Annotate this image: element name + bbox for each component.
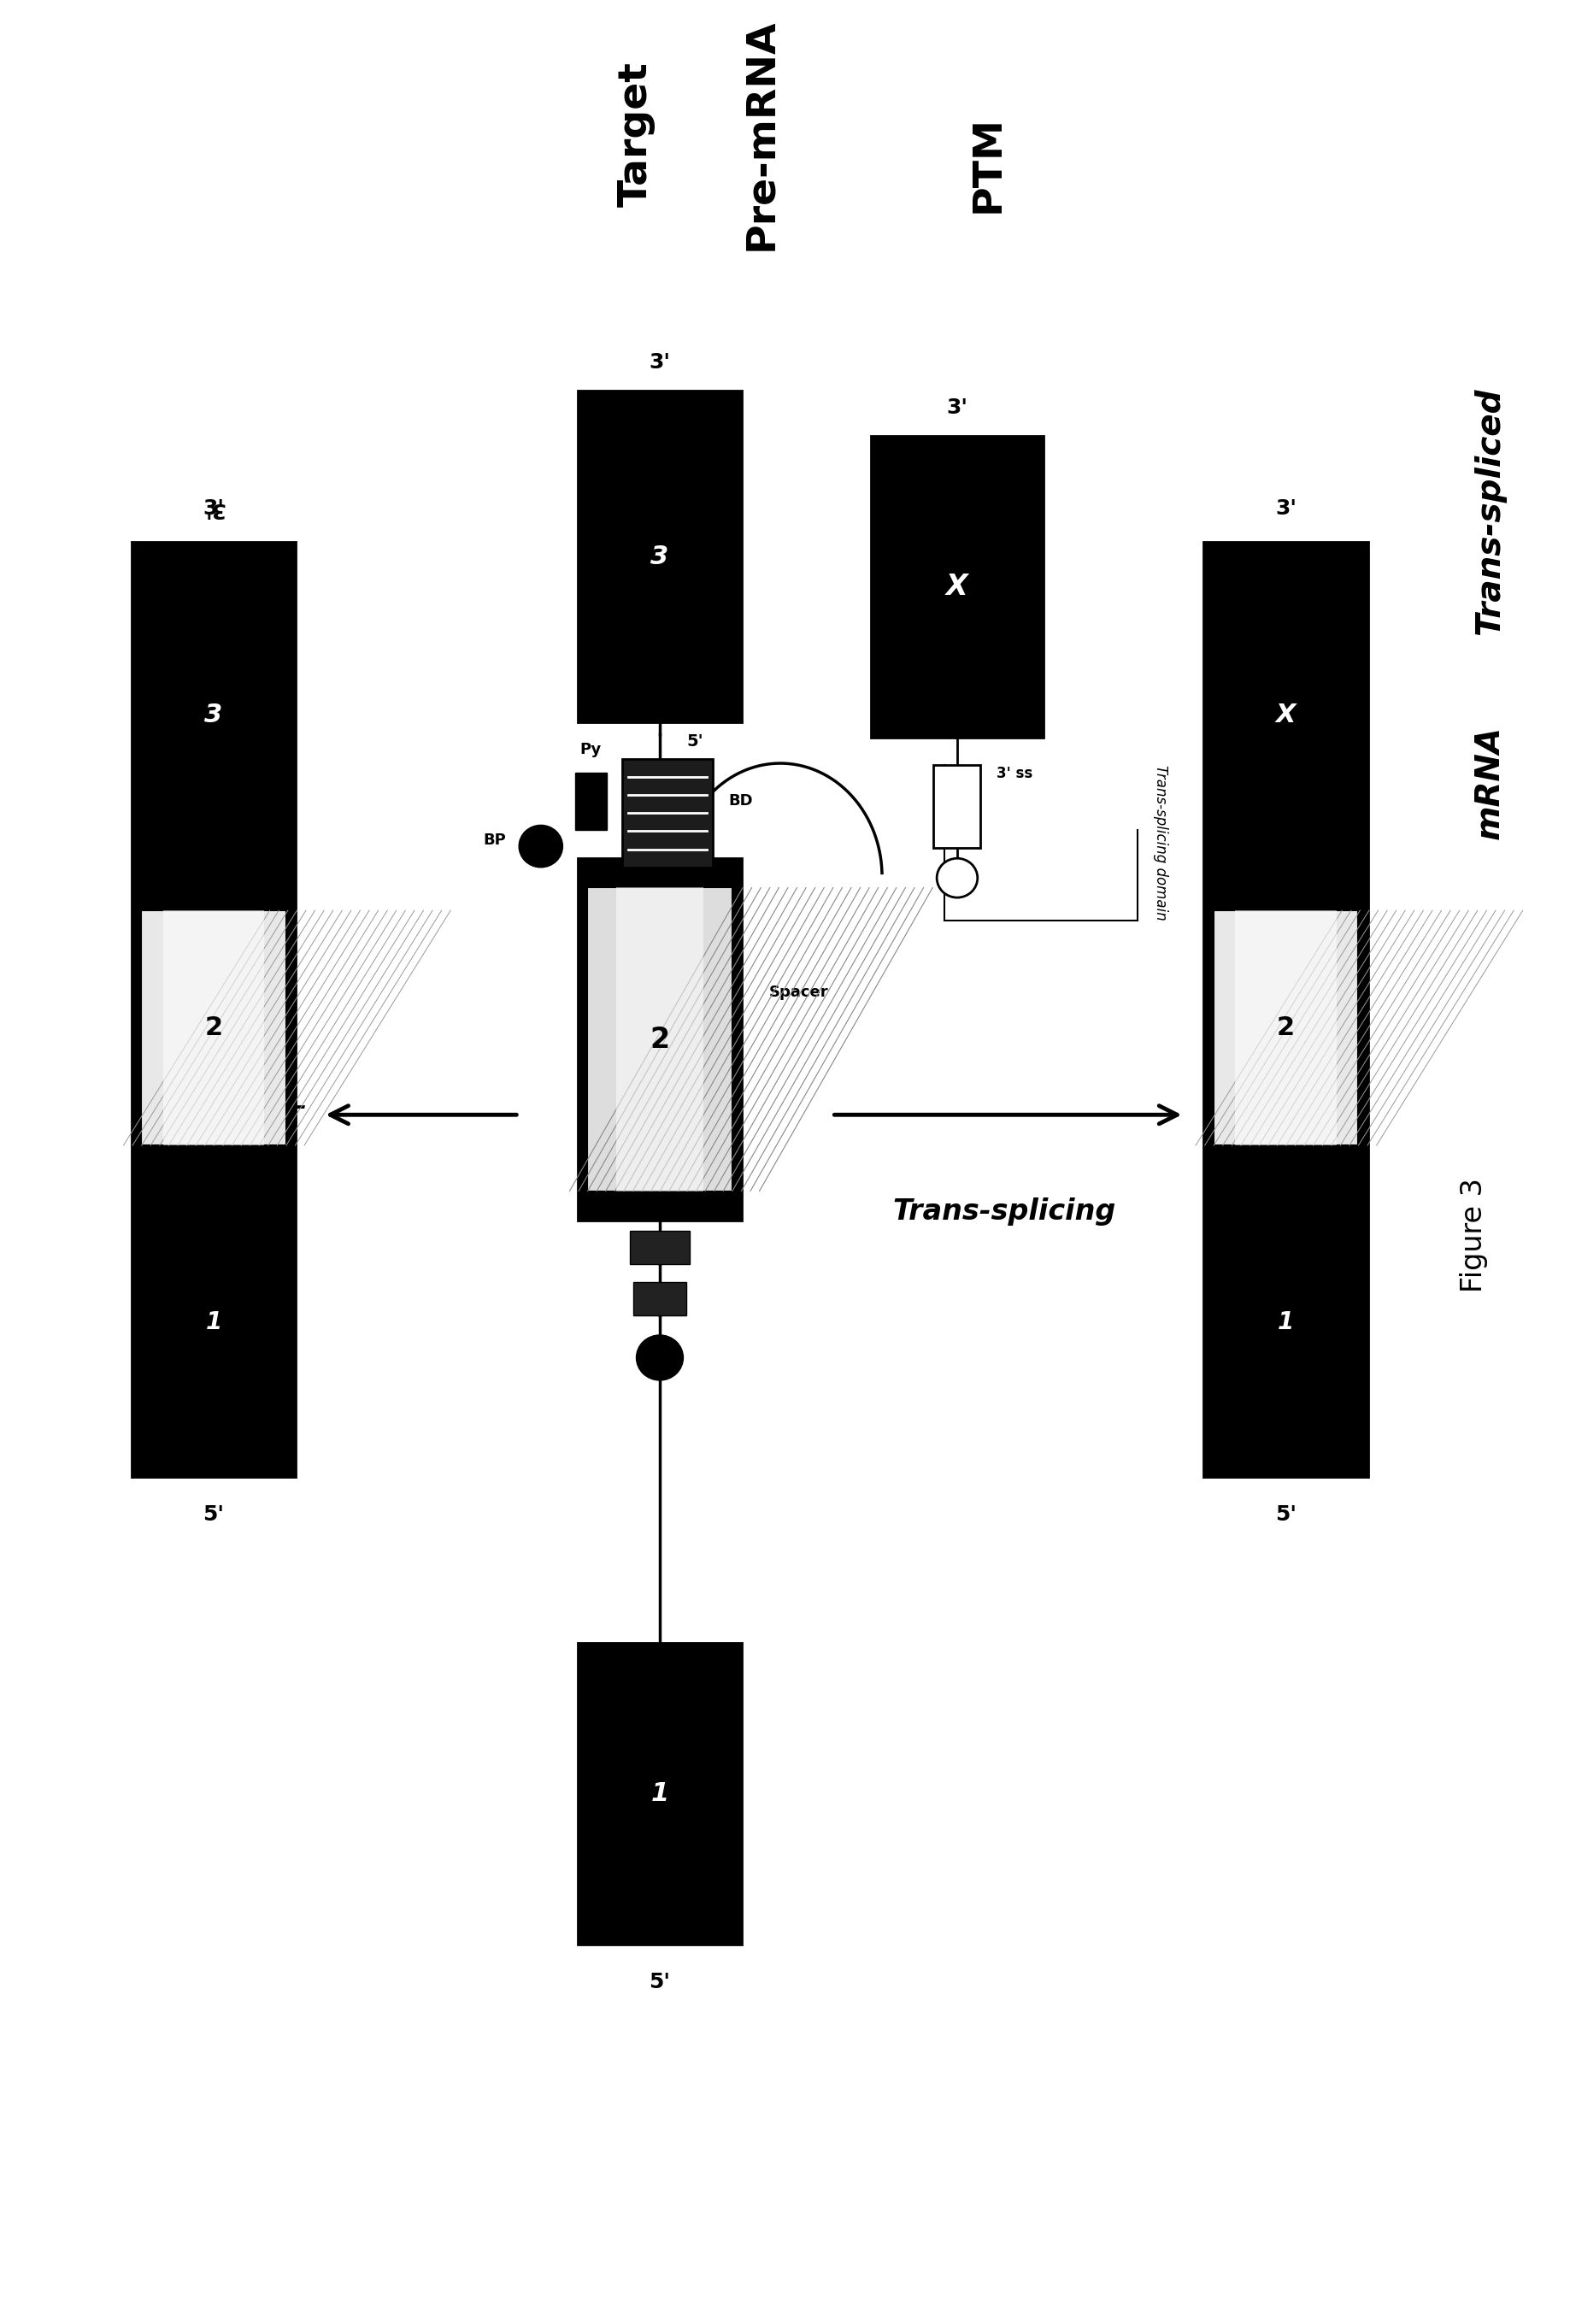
Text: BP: BP — [484, 832, 507, 848]
Bar — [587, 888, 732, 1192]
Text: mRNA: mRNA — [1473, 725, 1506, 839]
Bar — [578, 390, 743, 723]
Text: 1: 1 — [206, 1311, 221, 1334]
Bar — [871, 437, 1044, 737]
Circle shape — [636, 1334, 683, 1380]
Circle shape — [937, 858, 978, 897]
Text: Trans-spliced: Trans-spliced — [1473, 388, 1506, 634]
Text: BD: BD — [728, 792, 754, 809]
Text: 5': 5' — [686, 734, 703, 751]
Text: PTM: PTM — [969, 116, 1008, 214]
Bar — [578, 1643, 743, 1945]
Bar — [633, 1283, 686, 1315]
Text: 5': 5' — [1275, 1504, 1297, 1525]
Text: Target: Target — [617, 63, 656, 207]
Text: 3: 3 — [650, 544, 669, 569]
Text: 3': 3' — [1275, 497, 1297, 518]
Bar — [141, 911, 286, 1146]
Text: 5': 5' — [203, 1504, 225, 1525]
Text: Figure 3: Figure 3 — [1460, 1178, 1488, 1292]
Text: 5': 5' — [648, 1971, 670, 1992]
Bar — [1204, 541, 1367, 1476]
Text: 3': 3' — [648, 351, 670, 372]
Text: 2: 2 — [650, 1025, 670, 1053]
Text: 3': 3' — [947, 397, 967, 418]
Bar — [1236, 911, 1336, 1146]
Bar — [630, 1232, 689, 1264]
Bar — [934, 765, 981, 848]
Text: 1: 1 — [1278, 1311, 1294, 1334]
Text: X: X — [1276, 702, 1295, 727]
Text: Trans-splicing: Trans-splicing — [892, 1197, 1116, 1227]
Text: X: X — [947, 572, 969, 602]
Text: Spacer: Spacer — [769, 985, 829, 999]
Bar — [622, 758, 713, 867]
Bar — [163, 911, 264, 1146]
Bar — [132, 541, 295, 1476]
Text: Trans-splicing domain: Trans-splicing domain — [1152, 765, 1168, 920]
Text: Py: Py — [581, 741, 601, 758]
Text: Cis-: Cis- — [253, 1095, 308, 1120]
Text: 3': 3' — [203, 497, 225, 518]
Text: 1: 1 — [650, 1780, 669, 1806]
Text: 3' ss: 3' ss — [997, 765, 1033, 781]
Text: Pre-mRNA: Pre-mRNA — [743, 19, 780, 251]
Bar — [575, 772, 606, 830]
Text: 3: 3 — [204, 702, 223, 727]
Circle shape — [520, 825, 562, 867]
Text: 3': 3' — [203, 497, 225, 518]
Text: 2: 2 — [1276, 1016, 1295, 1041]
Bar — [617, 888, 703, 1192]
Bar — [578, 858, 743, 1220]
Text: 2: 2 — [204, 1016, 223, 1041]
Bar — [1214, 911, 1358, 1146]
